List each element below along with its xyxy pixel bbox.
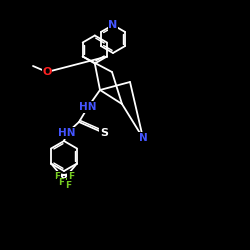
Text: N: N (138, 133, 147, 143)
Text: O: O (42, 67, 52, 77)
Text: F: F (54, 172, 60, 181)
Text: HN: HN (79, 102, 97, 112)
Text: HN: HN (58, 128, 76, 138)
Text: S: S (100, 128, 108, 138)
Text: F: F (68, 172, 74, 181)
Text: F: F (65, 181, 71, 190)
Text: F: F (57, 181, 63, 190)
Text: F: F (64, 178, 70, 187)
Text: N: N (108, 20, 118, 30)
Text: F: F (58, 178, 64, 187)
Text: N: N (138, 133, 147, 143)
Text: O: O (42, 67, 51, 77)
